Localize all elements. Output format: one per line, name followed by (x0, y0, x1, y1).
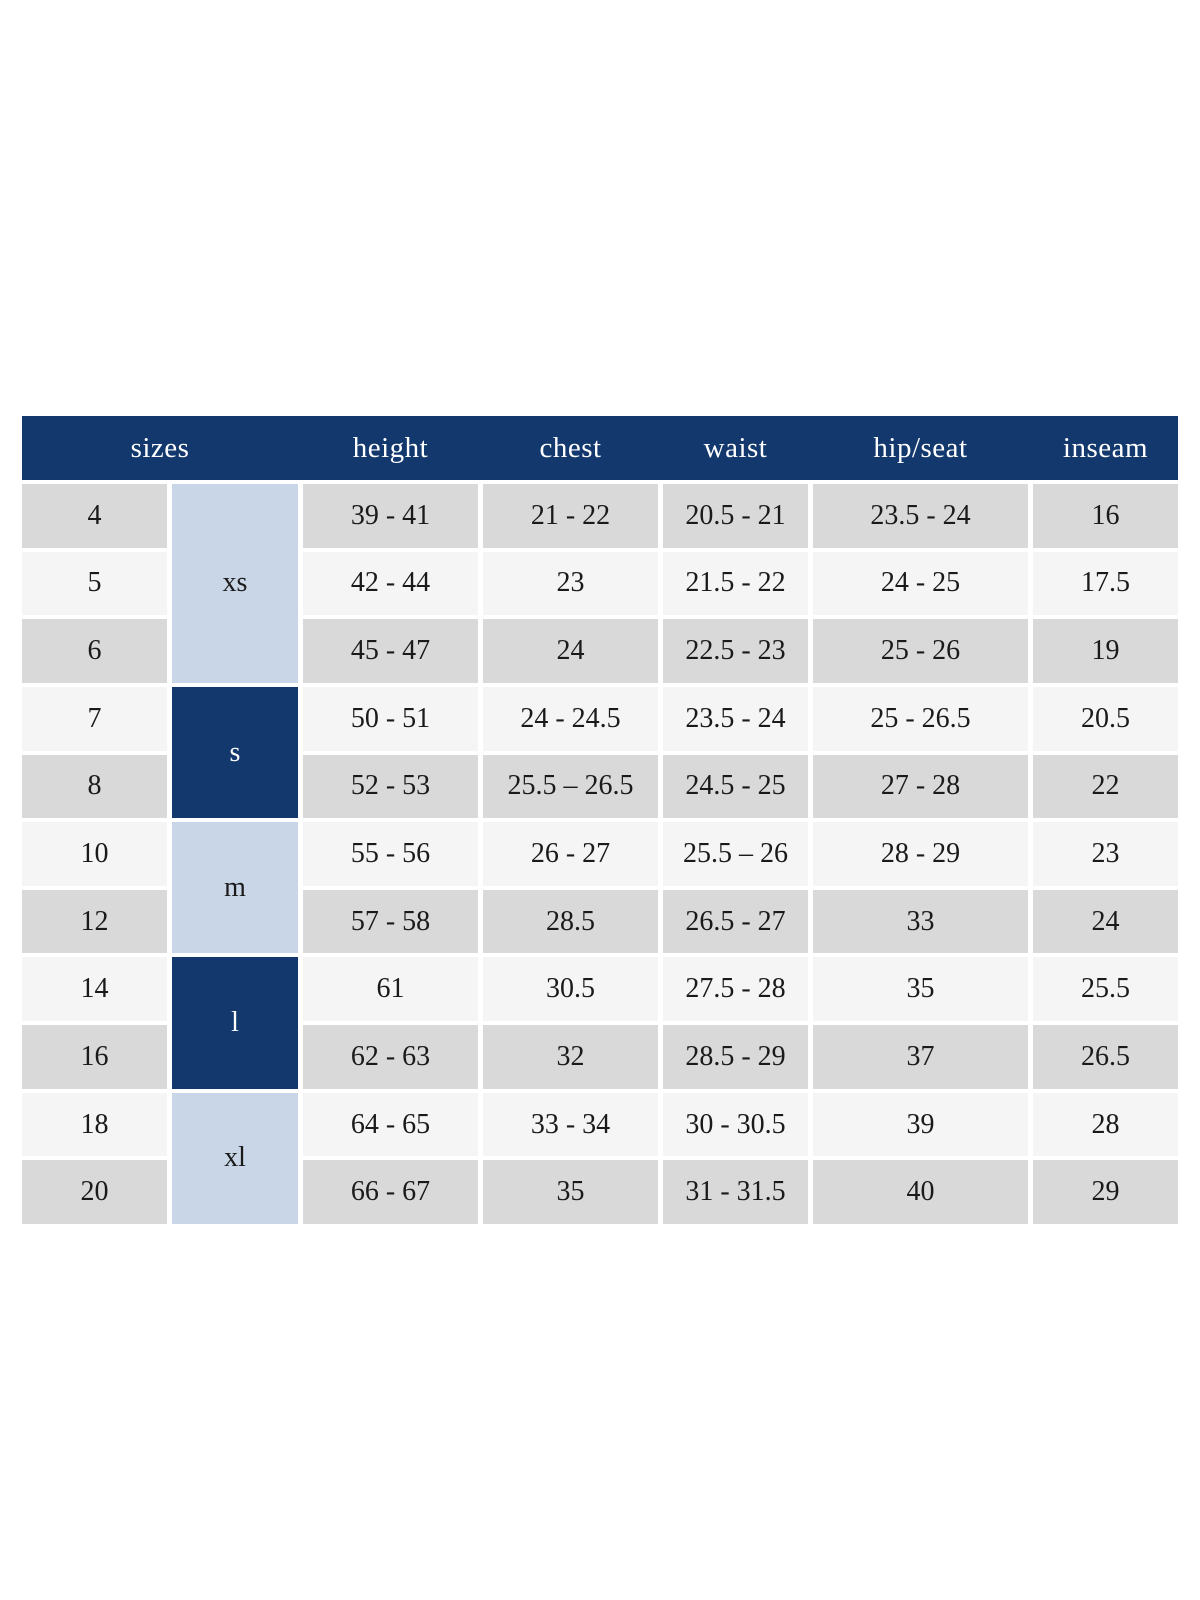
height-cell: 55 - 56 (303, 822, 478, 886)
size-cell: 10 (22, 822, 167, 886)
waist-cell: 25.5 – 26 (663, 822, 808, 886)
inseam-cell: 16 (1033, 484, 1178, 548)
inseam-cell: 28 (1033, 1092, 1178, 1157)
waist-cell: 23.5 - 24 (663, 686, 808, 751)
hip-seat-cell: 35 (813, 957, 1028, 1022)
hip-seat-cell: 28 - 29 (813, 822, 1028, 886)
size-cell: 20 (22, 1160, 167, 1224)
chest-cell: 35 (483, 1160, 658, 1224)
chest-cell: 24 (483, 619, 658, 683)
size-cell: 16 (22, 1025, 167, 1089)
size-cell: 12 (22, 889, 167, 954)
inseam-cell: 29 (1033, 1160, 1178, 1224)
column-header-inseam: inseam (1062, 431, 1149, 464)
hip-seat-cell: 40 (813, 1160, 1028, 1224)
chest-cell: 33 - 34 (483, 1092, 658, 1157)
chest-cell: 32 (483, 1025, 658, 1089)
size-chart-body: 4 39 - 41 21 - 22 20.5 - 21 23.5 - 24 16 5 42 -… (22, 484, 1178, 1224)
inseam-cell: 17.5 (1033, 551, 1178, 616)
size-cell: 5 (22, 551, 167, 616)
column-header-waist: waist (703, 431, 768, 464)
size-cell: 6 (22, 619, 167, 683)
waist-cell: 31 - 31.5 (663, 1160, 808, 1224)
hip-seat-cell: 25 - 26.5 (813, 686, 1028, 751)
chest-cell: 21 - 22 (483, 484, 658, 548)
height-cell: 66 - 67 (303, 1160, 478, 1224)
hip-seat-cell: 24 - 25 (813, 551, 1028, 616)
chest-cell: 24 - 24.5 (483, 686, 658, 751)
waist-cell: 21.5 - 22 (663, 551, 808, 616)
inseam-cell: 19 (1033, 619, 1178, 683)
inseam-cell: 23 (1033, 822, 1178, 886)
size-group-cell-l: l (172, 957, 298, 1089)
size-chart-header-row: sizes height chest waist hip/seat inseam (22, 416, 1178, 480)
size-group-cell-s: s (172, 686, 298, 819)
size-cell: 7 (22, 686, 167, 751)
chest-cell: 26 - 27 (483, 822, 658, 886)
size-group-cell-m: m (172, 822, 298, 954)
waist-cell: 26.5 - 27 (663, 889, 808, 954)
hip-seat-cell: 27 - 28 (813, 754, 1028, 819)
inseam-cell: 26.5 (1033, 1025, 1178, 1089)
size-cell: 14 (22, 957, 167, 1022)
height-cell: 64 - 65 (303, 1092, 478, 1157)
column-header-hip-seat: hip/seat (873, 431, 968, 464)
size-cell: 4 (22, 484, 167, 548)
hip-seat-cell: 33 (813, 889, 1028, 954)
inseam-cell: 20.5 (1033, 686, 1178, 751)
hip-seat-cell: 39 (813, 1092, 1028, 1157)
height-cell: 62 - 63 (303, 1025, 478, 1089)
size-group-cell-xs: xs (172, 484, 298, 683)
chest-cell: 28.5 (483, 889, 658, 954)
column-header-sizes: sizes (130, 431, 190, 464)
waist-cell: 28.5 - 29 (663, 1025, 808, 1089)
inseam-cell: 24 (1033, 889, 1178, 954)
waist-cell: 27.5 - 28 (663, 957, 808, 1022)
chest-cell: 30.5 (483, 957, 658, 1022)
chest-cell: 23 (483, 551, 658, 616)
hip-seat-cell: 25 - 26 (813, 619, 1028, 683)
waist-cell: 20.5 - 21 (663, 484, 808, 548)
size-cell: 8 (22, 754, 167, 819)
size-group-cell-xl: xl (172, 1092, 298, 1224)
height-cell: 52 - 53 (303, 754, 478, 819)
height-cell: 39 - 41 (303, 484, 478, 548)
column-header-height: height (352, 431, 429, 464)
height-cell: 57 - 58 (303, 889, 478, 954)
height-cell: 50 - 51 (303, 686, 478, 751)
waist-cell: 22.5 - 23 (663, 619, 808, 683)
column-header-chest: chest (539, 431, 602, 464)
hip-seat-cell: 37 (813, 1025, 1028, 1089)
waist-cell: 30 - 30.5 (663, 1092, 808, 1157)
size-cell: 18 (22, 1092, 167, 1157)
waist-cell: 24.5 - 25 (663, 754, 808, 819)
chest-cell: 25.5 – 26.5 (483, 754, 658, 819)
hip-seat-cell: 23.5 - 24 (813, 484, 1028, 548)
size-chart-table: sizes height chest waist hip/seat inseam 4 39 … (22, 416, 1178, 1224)
inseam-cell: 25.5 (1033, 957, 1178, 1022)
height-cell: 42 - 44 (303, 551, 478, 616)
inseam-cell: 22 (1033, 754, 1178, 819)
height-cell: 61 (303, 957, 478, 1022)
height-cell: 45 - 47 (303, 619, 478, 683)
